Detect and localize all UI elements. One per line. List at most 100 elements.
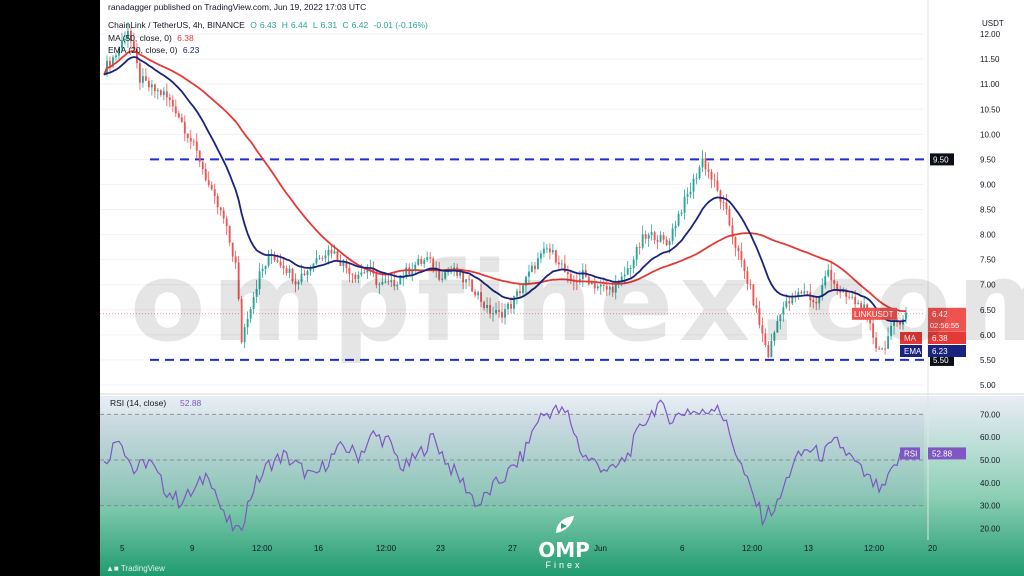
candle-body — [531, 265, 533, 272]
candle-body — [294, 281, 297, 285]
candle-body — [525, 276, 527, 286]
candle-body — [611, 286, 614, 293]
candle-body — [219, 207, 222, 211]
candle-body — [510, 303, 512, 309]
candle-body — [749, 283, 752, 285]
candle-body — [243, 327, 246, 343]
candle-body — [339, 260, 342, 266]
candle-body — [462, 271, 465, 283]
candle-body — [659, 235, 662, 242]
candle-body — [387, 281, 390, 283]
candle-body — [144, 76, 147, 81]
candle-body — [225, 218, 228, 227]
last-price-value: 6.42 — [932, 310, 948, 319]
candle-body — [138, 63, 141, 83]
candle-body — [848, 296, 851, 298]
candle-body — [638, 246, 641, 248]
candle-body — [519, 291, 521, 294]
time-tick-label: Jun — [594, 544, 607, 553]
candle-body — [539, 253, 542, 259]
rsi-tick-label: 40.00 — [980, 479, 1001, 488]
candle-body — [264, 265, 267, 270]
ema-axis-value: 6.23 — [932, 347, 948, 356]
candle-body — [890, 325, 892, 337]
ema-legend-value: 6.23 — [182, 45, 200, 55]
price-tick-label: 8.50 — [980, 206, 996, 215]
candle-body — [501, 311, 503, 318]
candle-body — [854, 296, 857, 305]
candle-body — [288, 268, 291, 274]
candle-body — [887, 336, 890, 349]
candle-body — [875, 337, 878, 349]
symbol-ohlc-line: ChainLink / TetherUS, 4h, BINANCE O 6.43 … — [108, 20, 431, 30]
candle-body — [872, 323, 875, 338]
rsi-tick-label: 60.00 — [980, 433, 1001, 442]
candle-body — [587, 276, 590, 285]
candle-body — [174, 106, 177, 114]
candle-body — [468, 279, 471, 281]
open-label: O — [250, 20, 257, 30]
rsi-line — [103, 399, 907, 533]
price-tick-label: 7.50 — [980, 256, 996, 265]
candle-body — [162, 91, 165, 95]
logo-sub: Finex — [545, 560, 583, 570]
candle-body — [363, 272, 366, 274]
tradingview-footer[interactable]: ▲■ TradingView — [106, 564, 165, 573]
candle-body — [207, 180, 210, 185]
time-tick-label: 5 — [120, 544, 125, 553]
level-label-box — [930, 153, 954, 166]
last-price-label: LINKUSDT 6.42 02:56:55 — [852, 307, 966, 332]
time-tick-label: 12:00 — [864, 544, 885, 553]
price-tick-label: 5.00 — [980, 381, 996, 390]
candle-body — [459, 271, 462, 276]
time-tick-label: 13 — [804, 544, 813, 553]
level-label: 5.50 — [933, 356, 949, 365]
candle-body — [429, 257, 432, 259]
ma-axis-value: 6.38 — [932, 334, 948, 343]
candle-body — [581, 270, 584, 280]
candle-body — [438, 269, 441, 280]
candle-body — [240, 299, 243, 343]
candle-body — [118, 48, 120, 56]
rsi-axis-value: 52.88 — [932, 449, 953, 458]
candle-body — [420, 259, 423, 264]
candle-body — [614, 283, 617, 293]
candle-body — [698, 167, 701, 179]
price-tick-label: 10.00 — [980, 130, 1001, 139]
ma-legend[interactable]: MA (50, close, 0) 6.38 — [108, 33, 197, 43]
candle-body — [246, 318, 249, 328]
chart-frame: USDT 12.00 11.50 11.00 10.50 10.00 9.50 9.00 8.5… — [100, 0, 1024, 576]
candle-body — [124, 38, 126, 41]
candle-body — [534, 265, 536, 270]
candle-body — [731, 225, 734, 238]
candle-body — [513, 296, 515, 309]
candle-body — [297, 281, 300, 285]
candle-body — [375, 273, 378, 285]
candle-body — [141, 76, 144, 83]
candle-body — [291, 268, 294, 282]
candle-body — [884, 348, 887, 350]
candle-body — [396, 284, 399, 287]
candle-body — [537, 258, 539, 270]
candle-body — [234, 256, 237, 263]
candle-body — [716, 180, 719, 191]
chart-canvas[interactable]: USDT 12.00 11.50 11.00 10.50 10.00 9.50 9.00 8.5… — [100, 0, 1024, 576]
candle-body — [192, 141, 195, 143]
price-tick-label: 9.50 — [980, 155, 996, 164]
candle-body — [447, 271, 450, 273]
candle-body — [596, 286, 599, 289]
candle-body — [132, 41, 135, 49]
ema-legend[interactable]: EMA (20, close, 0) 6.23 — [108, 45, 202, 55]
candle-body — [563, 263, 566, 272]
candle-body — [366, 270, 369, 273]
candle-body — [216, 196, 219, 208]
candle-body — [327, 249, 330, 256]
level-label: 9.50 — [933, 155, 949, 164]
candle-body — [644, 234, 647, 239]
ma-line — [103, 50, 907, 313]
candle-body — [369, 268, 372, 271]
candle-body — [905, 312, 907, 320]
time-tick-label: 23 — [436, 544, 445, 553]
candle-body — [677, 213, 680, 226]
logo-name: OMP — [538, 538, 590, 562]
